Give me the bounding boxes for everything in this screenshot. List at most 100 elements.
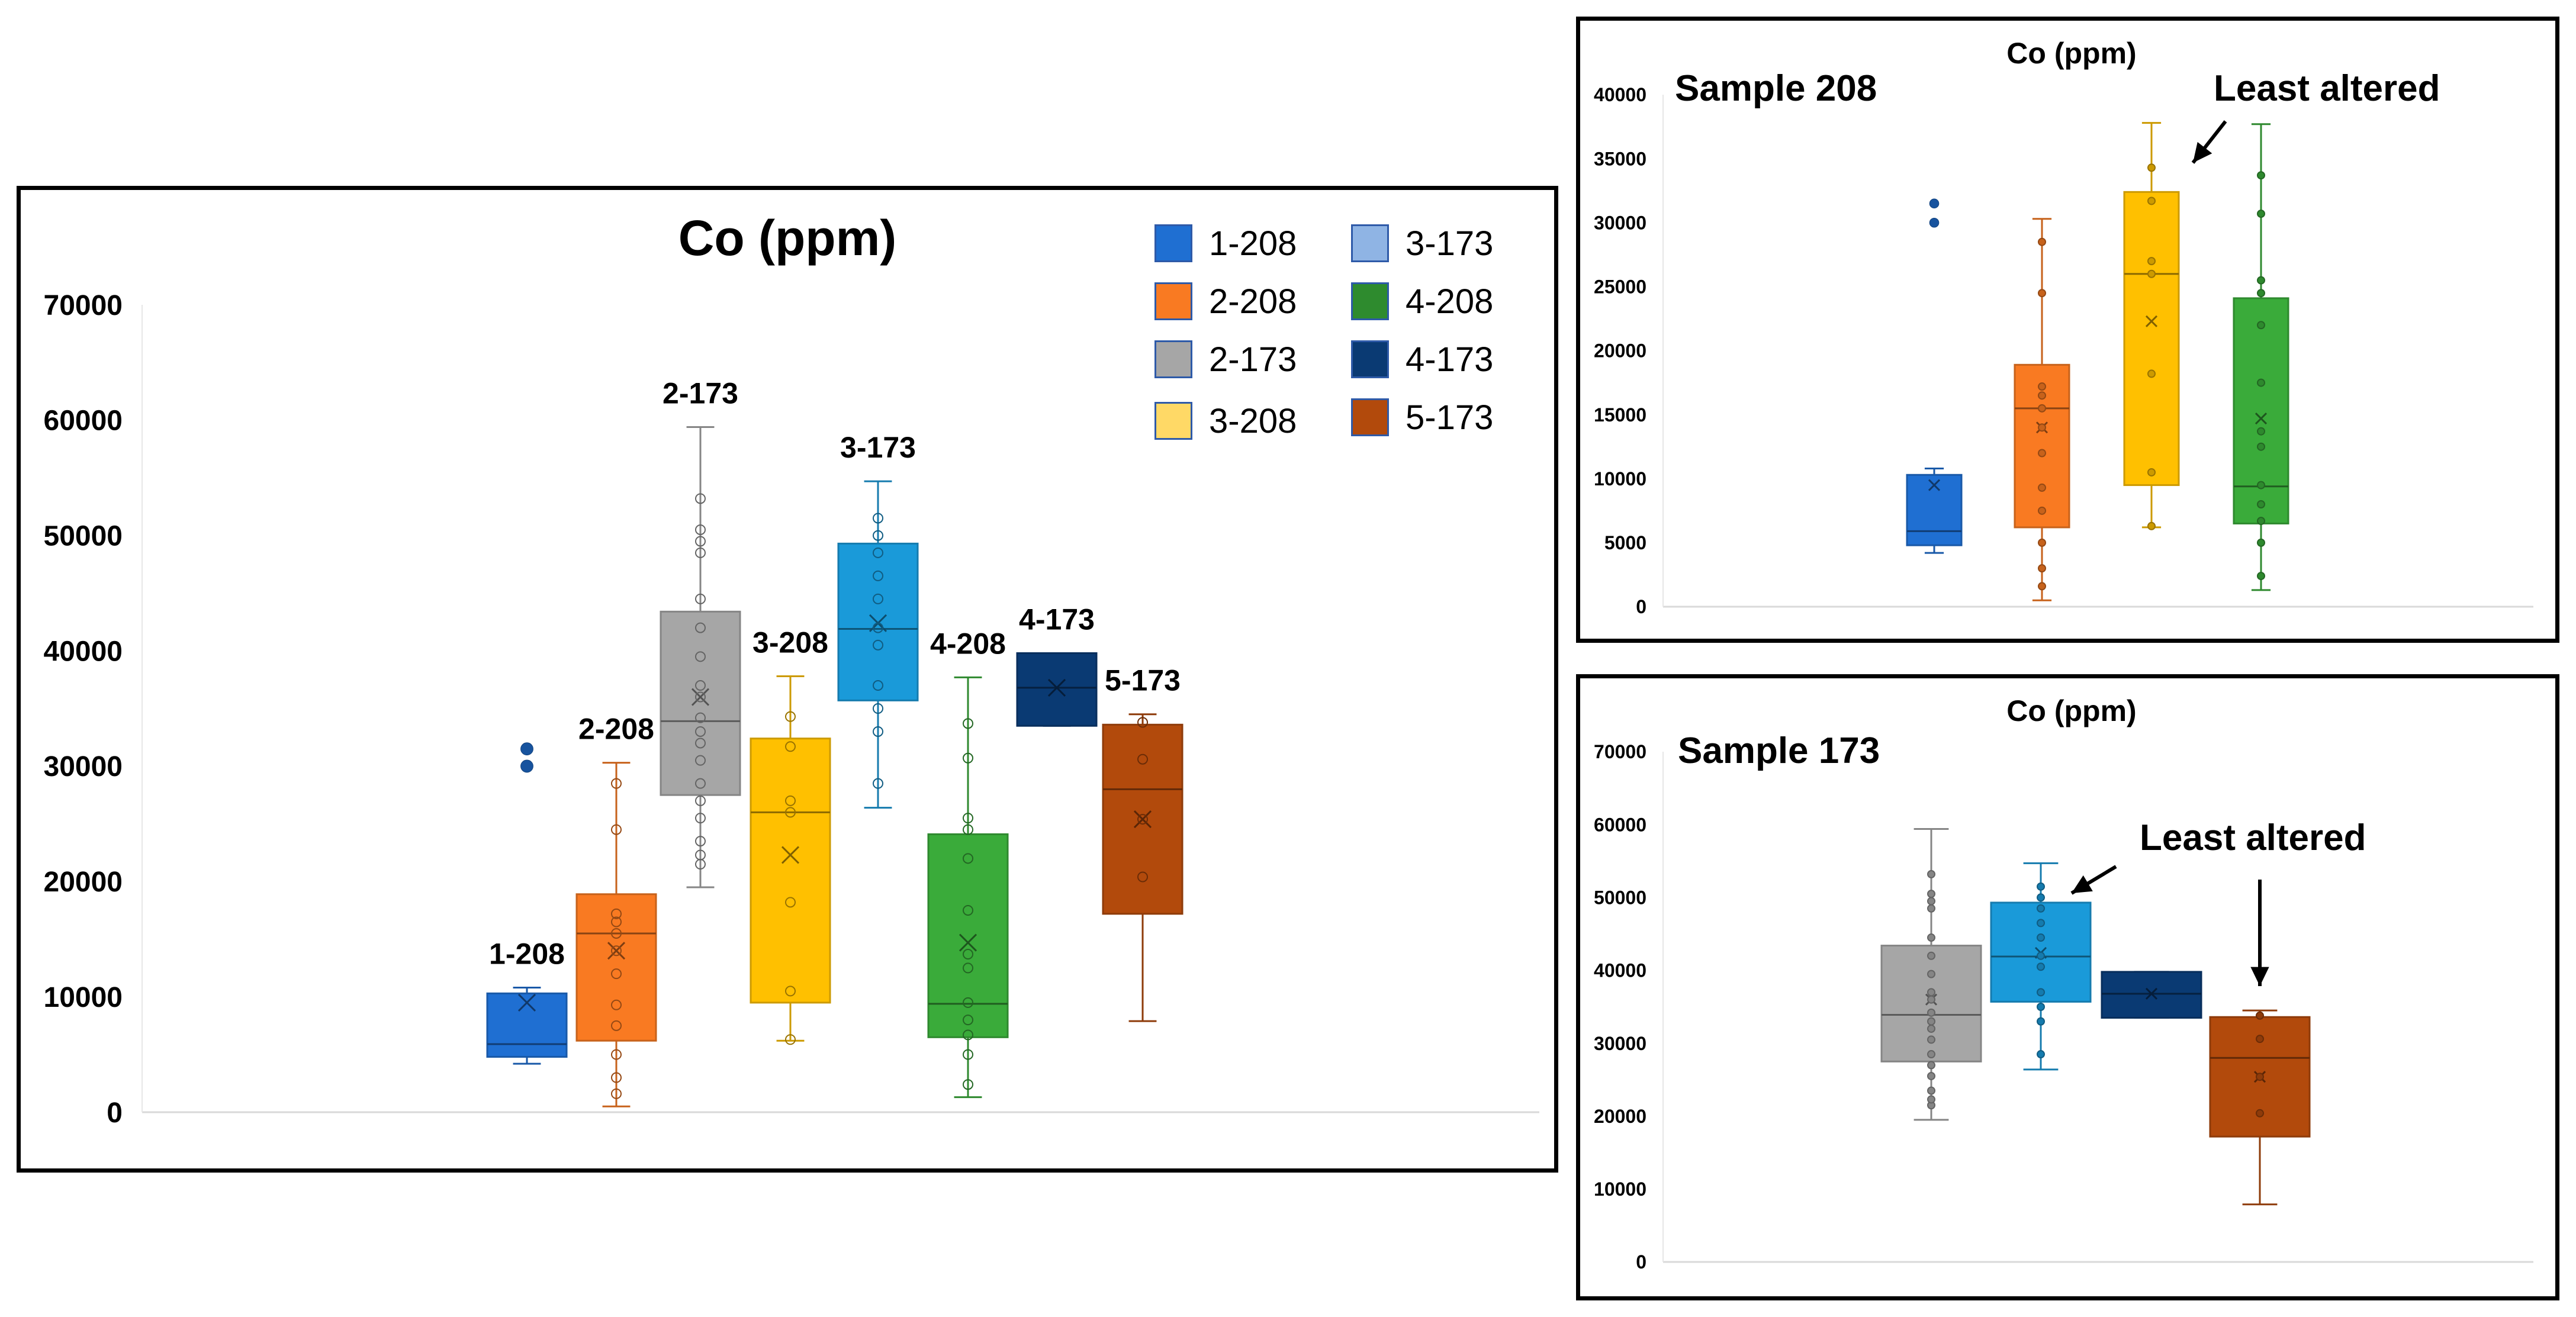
data-point [611, 968, 622, 980]
data-point [2147, 163, 2156, 172]
annotation-arrow-3-173-head [2072, 875, 2093, 893]
legend-label: 5-173 [1406, 398, 1494, 437]
box-label-1-208: 1-208 [489, 938, 565, 971]
box-series-2-173 [660, 426, 741, 888]
y-tick-label: 15000 [1594, 404, 1646, 426]
data-point [1927, 995, 1935, 1004]
data-point [873, 680, 883, 691]
annotation-arrow-5-173-head [2250, 967, 2269, 986]
y-tick-label: 25000 [1594, 276, 1646, 298]
data-point [963, 905, 973, 916]
legend-item-1-208: 1-208 [1154, 220, 1297, 267]
data-point [2257, 538, 2265, 547]
data-point [873, 639, 883, 651]
data-point [1927, 1017, 1935, 1026]
sample-208-box-chart: Co (ppm) Sample 208 0 5000 10000 15000 20000 25… [1594, 37, 2533, 617]
data-point [2257, 321, 2265, 330]
legend-item-5-173: 5-173 [1351, 394, 1493, 441]
mean-marker [2145, 315, 2158, 327]
mean-marker [517, 993, 536, 1012]
y-tick-label: 50000 [1594, 887, 1646, 908]
mean-marker [1133, 810, 1152, 829]
data-point [2257, 276, 2265, 285]
box-iqr [2233, 297, 2289, 524]
data-point [695, 813, 706, 824]
data-point [2037, 1050, 2045, 1059]
data-point [2038, 391, 2046, 400]
y-tick-label: 0 [1636, 596, 1646, 617]
data-point [2147, 468, 2156, 476]
data-point [873, 530, 883, 541]
legend-label: 2-208 [1209, 282, 1297, 321]
data-point [2257, 572, 2265, 581]
data-point [2037, 988, 2045, 997]
legend-item-3-173: 3-173 [1351, 220, 1493, 267]
box-label-3-208: 3-208 [752, 626, 828, 659]
y-tick-label: 40000 [1594, 84, 1646, 105]
data-point [963, 824, 973, 835]
box-series-3-208 [750, 675, 831, 1045]
y-tick-label: 40000 [1594, 960, 1646, 981]
chart-title: Co (ppm) [678, 210, 897, 266]
y-tick-label: 5000 [1604, 532, 1646, 553]
y-tick-label: 20000 [1594, 1106, 1646, 1127]
box-series-5-173 [2209, 1009, 2311, 1206]
legend-item-4-208: 4-208 [1351, 278, 1493, 325]
data-point [1927, 1008, 1935, 1017]
data-point [695, 493, 706, 504]
data-point [2037, 1003, 2045, 1011]
data-point [695, 547, 706, 558]
data-point [611, 824, 622, 835]
data-point [2256, 1073, 2264, 1081]
data-point [695, 593, 706, 604]
data-point [2257, 500, 2265, 508]
data-point [873, 622, 883, 633]
legend-item-2-173: 2-173 [1154, 336, 1297, 383]
data-point [2257, 210, 2265, 218]
data-point [963, 1029, 973, 1041]
y-tick-label: 10000 [1594, 468, 1646, 490]
data-point [963, 997, 973, 1008]
chart-title: Co (ppm) [2006, 694, 2136, 727]
box-label-4-208: 4-208 [930, 627, 1006, 660]
box-series-1-208 [486, 742, 568, 1065]
y-tick-label: 40000 [44, 636, 123, 667]
box-series-5-173 [1102, 713, 1184, 1022]
legend-label: 3-208 [1209, 401, 1297, 440]
data-point [611, 945, 622, 957]
data-point [785, 711, 796, 722]
data-point [785, 986, 796, 997]
data-point [873, 570, 883, 581]
data-point [2147, 197, 2156, 205]
data-point [963, 1015, 973, 1026]
box-label-2-208: 2-208 [578, 713, 654, 746]
chart-subtitle: Sample 208 [1675, 68, 1877, 109]
data-point [611, 916, 622, 928]
data-point [963, 718, 973, 729]
y-tick-label: 50000 [44, 521, 123, 552]
data-point [1927, 951, 1935, 960]
mean-marker [2255, 413, 2268, 425]
data-point [873, 778, 883, 789]
chart-subtitle: Sample 173 [1678, 730, 1880, 771]
data-point [1927, 933, 1935, 942]
box-series-3-173 [1990, 862, 2092, 1071]
data-point [1927, 870, 1935, 878]
data-point [1927, 1050, 1935, 1059]
y-tick-label: 35000 [1594, 148, 1646, 169]
box-series-4-173 [2101, 971, 2202, 1019]
data-point [2038, 538, 2046, 547]
legend-swatch [1154, 402, 1192, 440]
data-point [695, 836, 706, 847]
main-chart-panel: Co (ppm) 0 10000 20000 30000 40000 50000 60000 7… [17, 186, 1558, 1173]
data-point [1927, 904, 1935, 913]
mean-marker [781, 846, 800, 864]
data-point [1927, 897, 1935, 906]
data-point [2038, 423, 2046, 432]
legend-label: 1-208 [1209, 224, 1297, 263]
data-point [785, 897, 796, 908]
box-label-5-173: 5-173 [1105, 664, 1181, 697]
data-point [2037, 882, 2045, 891]
box-iqr [660, 610, 741, 796]
y-tick-label: 60000 [1594, 814, 1646, 835]
